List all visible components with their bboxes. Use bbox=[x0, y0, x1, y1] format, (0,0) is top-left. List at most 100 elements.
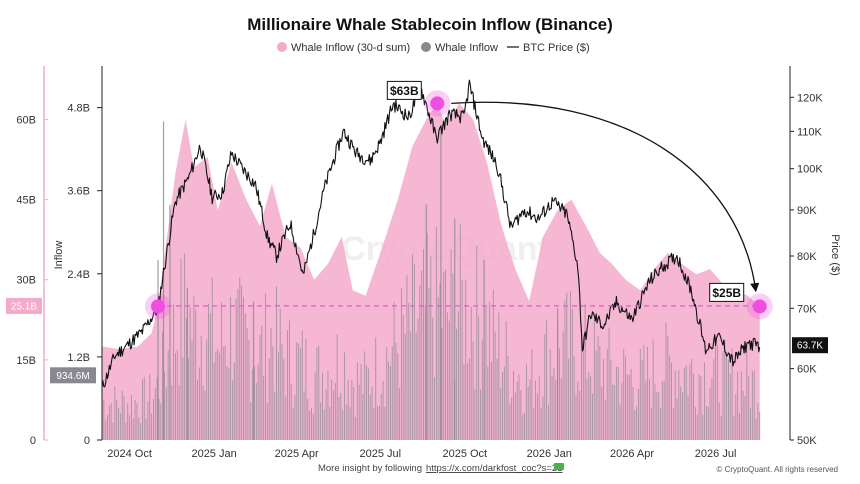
sum-axis-tick-label: 60B bbox=[16, 114, 36, 126]
inflow-spike-bar bbox=[186, 287, 189, 440]
inflow-bar bbox=[351, 380, 353, 440]
inflow-bar bbox=[231, 380, 233, 440]
inflow-bar bbox=[474, 389, 476, 440]
inflow-axis-tick-label: 2.4B bbox=[67, 269, 90, 281]
inflow-bar bbox=[661, 381, 663, 440]
inflow-bar bbox=[623, 348, 625, 440]
inflow-bar bbox=[546, 319, 548, 440]
inflow-bar bbox=[564, 300, 566, 440]
inflow-bar bbox=[742, 390, 744, 440]
inflow-bar bbox=[500, 387, 502, 440]
inflow-bar bbox=[404, 333, 406, 440]
inflow-bar bbox=[689, 364, 691, 440]
inflow-bar bbox=[740, 371, 742, 440]
inflow-bar bbox=[395, 342, 397, 440]
inflow-bar bbox=[143, 376, 145, 440]
inflow-bar bbox=[254, 366, 255, 440]
inflow-bar bbox=[511, 397, 513, 440]
inflow-bar bbox=[531, 349, 533, 440]
inflow-bar bbox=[535, 380, 537, 440]
inflow-bar bbox=[593, 319, 595, 440]
price-current-badge bbox=[792, 337, 828, 354]
inflow-bar bbox=[674, 370, 676, 440]
inflow-bar bbox=[656, 392, 658, 440]
inflow-bar bbox=[751, 371, 753, 440]
inflow-bar bbox=[663, 380, 665, 440]
inflow-bar bbox=[621, 383, 623, 440]
inflow-bar bbox=[456, 328, 458, 440]
inflow-axis-tick-label: 0 bbox=[84, 435, 90, 447]
legend-marker-sum bbox=[277, 42, 287, 52]
inflow-spike-bar bbox=[252, 301, 255, 440]
inflow-bar bbox=[299, 347, 301, 440]
inflow-spike-bar bbox=[425, 204, 427, 440]
inflow-bar bbox=[597, 336, 599, 440]
sum-axis-tick-label: 15B bbox=[16, 355, 36, 367]
inflow-bar bbox=[200, 335, 202, 440]
inflow-bar bbox=[219, 352, 221, 440]
peak-label: $63B bbox=[390, 84, 419, 98]
inflow-bar bbox=[705, 406, 707, 440]
inflow-bar bbox=[610, 359, 612, 440]
inflow-bar bbox=[116, 399, 118, 440]
inflow-bar bbox=[505, 321, 507, 440]
inflow-bar bbox=[735, 394, 737, 440]
inflow-bar bbox=[423, 249, 424, 440]
inflow-bar bbox=[301, 330, 303, 440]
inflow-bar bbox=[604, 400, 606, 440]
inflow-axis-tick-label: 4.8B bbox=[67, 103, 90, 115]
footer-copyright: © CryptoQuant. All rights reserved bbox=[717, 465, 839, 474]
inflow-bar bbox=[448, 320, 450, 440]
inflow-bar bbox=[147, 401, 149, 440]
inflow-bar bbox=[160, 403, 162, 440]
inflow-bar bbox=[562, 331, 564, 440]
price-axis-title: Price ($) bbox=[829, 234, 841, 276]
inflow-bar bbox=[191, 340, 193, 440]
inflow-bar bbox=[220, 302, 222, 440]
inflow-bar bbox=[489, 302, 491, 440]
inflow-bar bbox=[105, 420, 107, 440]
inflow-bar bbox=[241, 285, 243, 440]
price-axis-tick-label: 70K bbox=[797, 303, 817, 315]
footer: More insight by following https://x.com/… bbox=[318, 463, 838, 474]
inflow-bar bbox=[639, 348, 641, 440]
inflow-bar bbox=[658, 392, 660, 440]
inflow-bar bbox=[750, 408, 751, 440]
inflow-bar bbox=[682, 392, 683, 440]
inflow-bar bbox=[709, 388, 711, 440]
inflow-bar bbox=[461, 280, 463, 440]
inflow-bar bbox=[652, 339, 654, 440]
inflow-bar bbox=[492, 289, 494, 440]
inflow-bar bbox=[112, 422, 114, 440]
inflow-bar bbox=[263, 375, 265, 440]
inflow-bar bbox=[465, 279, 467, 440]
inflow-bar bbox=[547, 404, 549, 440]
legend: Whale Inflow (30-d sum) Whale Inflow BTC… bbox=[277, 42, 590, 54]
inflow-bar bbox=[259, 334, 261, 440]
inflow-bar bbox=[226, 366, 228, 440]
sum-axis-tick-label: 30B bbox=[16, 275, 36, 287]
inflow-bar bbox=[586, 378, 588, 440]
inflow-bar bbox=[329, 407, 331, 440]
inflow-bar bbox=[175, 352, 176, 440]
inflow-bar bbox=[103, 399, 105, 440]
inflow-bar bbox=[377, 405, 379, 440]
inflow-bar bbox=[711, 378, 713, 440]
inflow-current-badge-text: 934.6M bbox=[56, 371, 89, 382]
inflow-bar bbox=[700, 376, 702, 440]
inflow-bar bbox=[208, 303, 209, 440]
inflow-bar bbox=[209, 313, 211, 440]
legend-marker-inflow bbox=[421, 42, 431, 52]
inflow-bar bbox=[558, 348, 560, 440]
inflow-bar bbox=[549, 349, 551, 440]
inflow-bar bbox=[560, 378, 562, 440]
inflow-bar bbox=[683, 368, 685, 440]
inflow-bar bbox=[129, 415, 131, 440]
inflow-bar bbox=[496, 358, 498, 440]
inflow-bar bbox=[314, 372, 316, 440]
footer-link[interactable]: https://x.com/darkfost_coc?s=21 bbox=[426, 463, 563, 474]
legend-label-inflow: Whale Inflow bbox=[435, 42, 498, 54]
inflow-bar bbox=[671, 362, 672, 440]
inflow-bar bbox=[434, 377, 435, 440]
inflow-spike-bar bbox=[440, 128, 442, 440]
